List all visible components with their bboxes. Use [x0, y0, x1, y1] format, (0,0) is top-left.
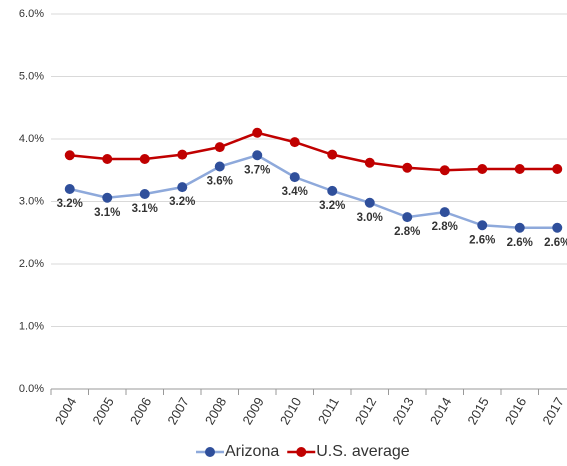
point [289, 172, 300, 183]
point [439, 207, 450, 218]
point [327, 185, 338, 196]
x-tick-label: 2006 [127, 395, 154, 428]
legend-marker [205, 447, 215, 457]
legend-label: Arizona [225, 443, 279, 460]
value-label: 2.6% [544, 237, 567, 249]
x-tick-label: 2010 [277, 395, 304, 428]
value-label: 3.1% [132, 203, 158, 215]
point [514, 164, 525, 174]
x-tick-label: 2015 [464, 395, 491, 428]
series-line [69, 131, 558, 172]
point [139, 154, 150, 164]
value-label: 3.1% [94, 207, 120, 219]
value-label: 3.2% [169, 196, 195, 208]
x-tick-label: 2012 [352, 395, 379, 428]
point [402, 162, 413, 173]
value-label: 2.8% [394, 226, 420, 238]
y-tick-label: 5.0% [19, 70, 44, 82]
point [177, 149, 188, 160]
point [177, 182, 188, 193]
point [102, 154, 113, 164]
x-tick-label: 2013 [389, 395, 416, 428]
value-label: 3.6% [207, 176, 233, 188]
legend-label: U.S. average [316, 443, 409, 460]
point [64, 184, 75, 194]
point [289, 137, 300, 148]
legend-marker [296, 447, 307, 457]
point [514, 222, 525, 233]
y-tick-label: 2.0% [19, 258, 44, 270]
value-label: 2.8% [432, 221, 458, 233]
point [552, 164, 563, 174]
point [439, 165, 450, 176]
x-tick-label: 2011 [315, 395, 342, 427]
x-tick-label: 2009 [239, 395, 266, 428]
y-tick-label: 0.0% [19, 383, 44, 395]
series-line [69, 153, 558, 229]
point [102, 192, 113, 203]
x-tick-label: 2017 [539, 395, 566, 428]
point [477, 220, 488, 231]
value-label: 3.2% [57, 198, 83, 210]
x-tick-label: 2004 [52, 395, 79, 428]
point [252, 150, 263, 161]
x-tick-label: 2016 [502, 395, 529, 428]
y-tick-label: 6.0% [19, 8, 44, 20]
point [214, 161, 225, 172]
point [364, 197, 375, 208]
value-label: 3.7% [244, 164, 270, 176]
value-label: 3.4% [282, 186, 308, 198]
x-tick-label: 2005 [89, 395, 116, 428]
y-tick-label: 3.0% [19, 195, 44, 207]
value-label: 2.6% [507, 237, 533, 249]
point [214, 142, 225, 153]
point [139, 189, 150, 199]
point [402, 212, 413, 223]
y-tick-label: 4.0% [19, 133, 44, 145]
x-tick-label: 2007 [164, 395, 191, 428]
y-tick-label: 1.0% [19, 320, 44, 332]
x-tick-label: 2014 [427, 395, 454, 428]
point [327, 149, 338, 160]
point [552, 222, 563, 233]
point [477, 164, 488, 174]
value-label: 3.2% [319, 200, 345, 212]
x-tick-label: 2008 [202, 395, 229, 428]
value-label: 2.6% [469, 234, 495, 246]
point [252, 127, 263, 138]
point [364, 157, 375, 168]
point [64, 150, 75, 161]
value-label: 3.0% [357, 212, 383, 224]
